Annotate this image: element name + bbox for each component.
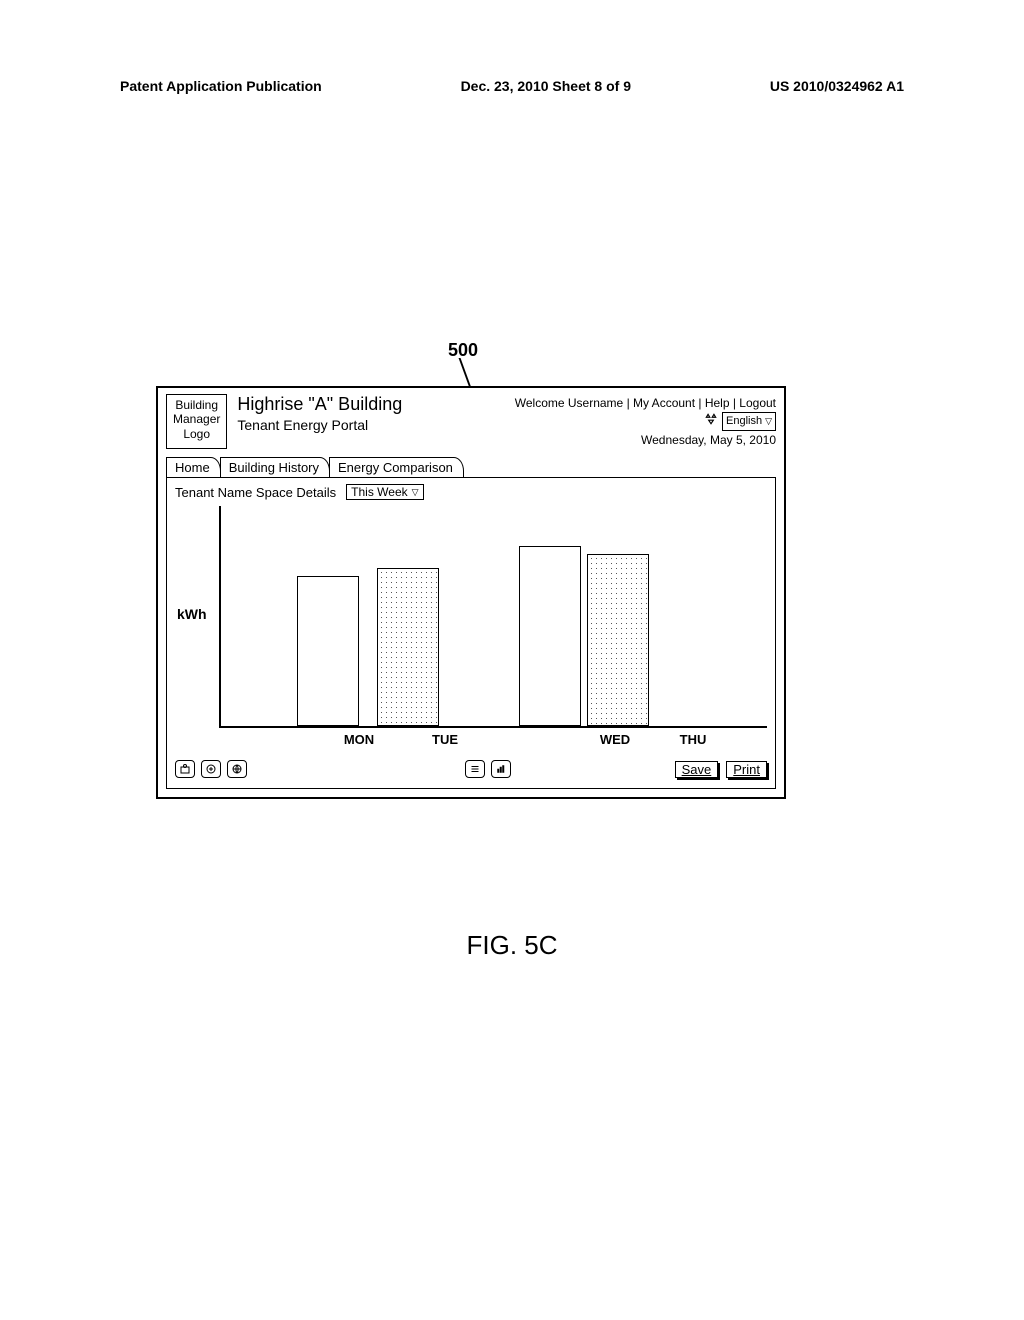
currency-icon[interactable] bbox=[201, 760, 221, 778]
app-window: Building Manager Logo Highrise "A" Build… bbox=[156, 386, 786, 799]
pub-label: Patent Application Publication bbox=[120, 78, 322, 94]
y-axis-label: kWh bbox=[177, 606, 207, 622]
x-label: MON bbox=[344, 732, 374, 747]
action-buttons: Save Print bbox=[675, 761, 767, 778]
x-label: TUE bbox=[432, 732, 458, 747]
user-bar: Welcome Username | My Account | Help | L… bbox=[515, 394, 776, 449]
language-select[interactable]: English ▽ bbox=[722, 412, 776, 431]
tab-home[interactable]: Home bbox=[166, 457, 221, 477]
bar-mon bbox=[297, 576, 359, 726]
period-value: This Week bbox=[351, 485, 407, 499]
title-block: Highrise "A" Building Tenant Energy Port… bbox=[235, 394, 402, 449]
globe-icon[interactable] bbox=[227, 760, 247, 778]
x-label: WED bbox=[600, 732, 630, 747]
user-links[interactable]: Welcome Username | My Account | Help | L… bbox=[515, 394, 776, 412]
current-date: Wednesday, May 5, 2010 bbox=[515, 431, 776, 449]
footer-row: Save Print bbox=[175, 760, 767, 778]
building-title: Highrise "A" Building bbox=[237, 394, 402, 415]
period-select[interactable]: This Week ▽ bbox=[346, 484, 423, 500]
logo-line: Logo bbox=[173, 427, 220, 441]
logo-placeholder: Building Manager Logo bbox=[166, 394, 227, 449]
list-icon[interactable] bbox=[465, 760, 485, 778]
x-axis bbox=[219, 726, 767, 728]
chevron-down-icon: ▽ bbox=[412, 487, 419, 498]
language-value: English bbox=[726, 413, 762, 430]
energy-bar-chart: kWh MON TUE WED THU bbox=[175, 506, 767, 756]
chevron-down-icon: ▽ bbox=[765, 415, 772, 429]
page-header: Patent Application Publication Dec. 23, … bbox=[120, 78, 904, 94]
bar-wed bbox=[519, 546, 581, 726]
x-labels: MON TUE WED THU bbox=[219, 732, 767, 752]
content-frame: Tenant Name Space Details This Week ▽ kW… bbox=[166, 477, 776, 789]
weight-icon[interactable] bbox=[175, 760, 195, 778]
bar-tue bbox=[377, 568, 439, 726]
sheet-label: Dec. 23, 2010 Sheet 8 of 9 bbox=[461, 78, 631, 94]
figure-caption: FIG. 5C bbox=[0, 930, 1024, 961]
bar-thu bbox=[587, 554, 649, 726]
save-button[interactable]: Save bbox=[675, 761, 719, 778]
portal-subtitle: Tenant Energy Portal bbox=[237, 417, 402, 433]
bars-container bbox=[219, 506, 767, 726]
x-label: THU bbox=[680, 732, 707, 747]
tenant-details-label: Tenant Name Space Details bbox=[175, 485, 336, 500]
logo-line: Building bbox=[173, 398, 220, 412]
tab-energy-comparison[interactable]: Energy Comparison bbox=[329, 457, 464, 477]
pub-number: US 2010/0324962 A1 bbox=[770, 78, 904, 94]
top-bar: Building Manager Logo Highrise "A" Build… bbox=[158, 388, 784, 453]
bars-icon[interactable] bbox=[491, 760, 511, 778]
recycle-icon bbox=[704, 412, 718, 431]
tab-building-history[interactable]: Building History bbox=[220, 457, 330, 477]
subheader: Tenant Name Space Details This Week ▽ bbox=[175, 484, 767, 500]
leader-line bbox=[459, 358, 494, 388]
tabs-row: Home Building History Energy Comparison bbox=[158, 457, 784, 477]
print-button[interactable]: Print bbox=[726, 761, 767, 778]
logo-line: Manager bbox=[173, 412, 220, 426]
view-toggle-icons bbox=[465, 760, 511, 778]
